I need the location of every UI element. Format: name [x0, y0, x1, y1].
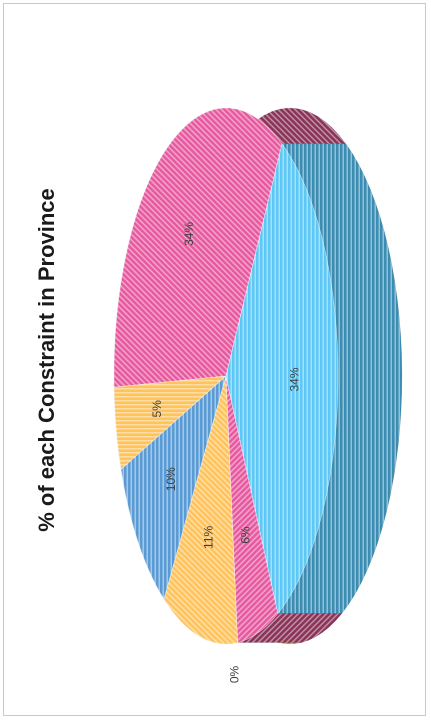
pie-label-5: 6% — [238, 526, 252, 544]
pie-slice-6 — [225, 143, 339, 615]
pie-labels: 34% 5% 10% 11% 0% 6% 34% — [150, 222, 302, 684]
pie-slice-2 — [120, 375, 227, 600]
pie-label-2: 10% — [164, 467, 178, 491]
pie-slices — [113, 107, 339, 645]
pie-label-3: 11% — [202, 526, 216, 549]
pie-label-4: 0% — [227, 665, 241, 683]
pie-label-6: 34% — [288, 367, 302, 391]
pie-slice-3 — [163, 375, 239, 645]
pie-label-1: 5% — [150, 400, 164, 418]
chart-frame: 34% 5% 10% 11% 0% 6% 34% % of each Constraint … — [3, 3, 426, 716]
chart-title: % of each Constraint in Province — [34, 188, 59, 532]
pie-label-0: 34% — [182, 222, 196, 246]
pie-chart: 34% 5% 10% 11% 0% 6% 34% % of each Constraint … — [34, 107, 403, 684]
